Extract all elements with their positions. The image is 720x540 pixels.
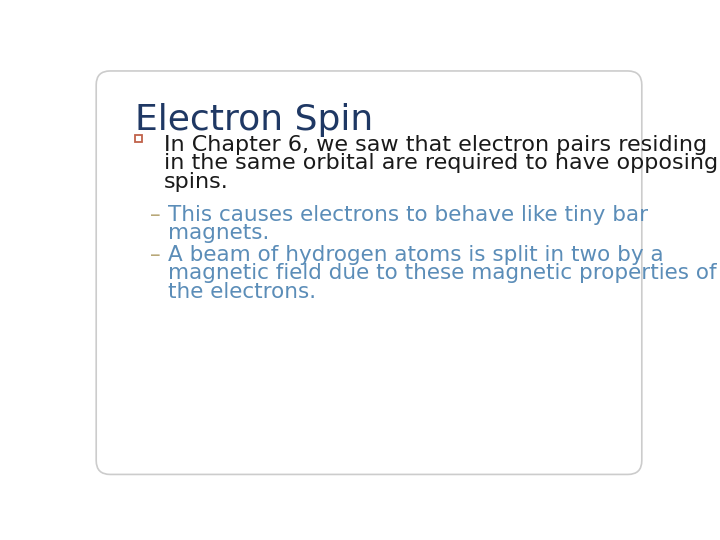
Text: Electron Spin: Electron Spin bbox=[135, 103, 373, 137]
Text: –: – bbox=[150, 245, 161, 265]
Text: magnetic field due to these magnetic properties of: magnetic field due to these magnetic pro… bbox=[168, 264, 716, 284]
Text: spins.: spins. bbox=[163, 172, 228, 192]
Text: the electrons.: the electrons. bbox=[168, 282, 315, 302]
Text: This causes electrons to behave like tiny bar: This causes electrons to behave like tin… bbox=[168, 205, 647, 225]
Text: –: – bbox=[150, 205, 161, 225]
Text: in the same orbital are required to have opposing: in the same orbital are required to have… bbox=[163, 153, 718, 173]
Text: A beam of hydrogen atoms is split in two by a: A beam of hydrogen atoms is split in two… bbox=[168, 245, 663, 265]
Text: magnets.: magnets. bbox=[168, 224, 269, 244]
Bar bbox=[135, 135, 142, 142]
Text: In Chapter 6, we saw that electron pairs residing: In Chapter 6, we saw that electron pairs… bbox=[163, 135, 707, 155]
FancyBboxPatch shape bbox=[96, 71, 642, 475]
